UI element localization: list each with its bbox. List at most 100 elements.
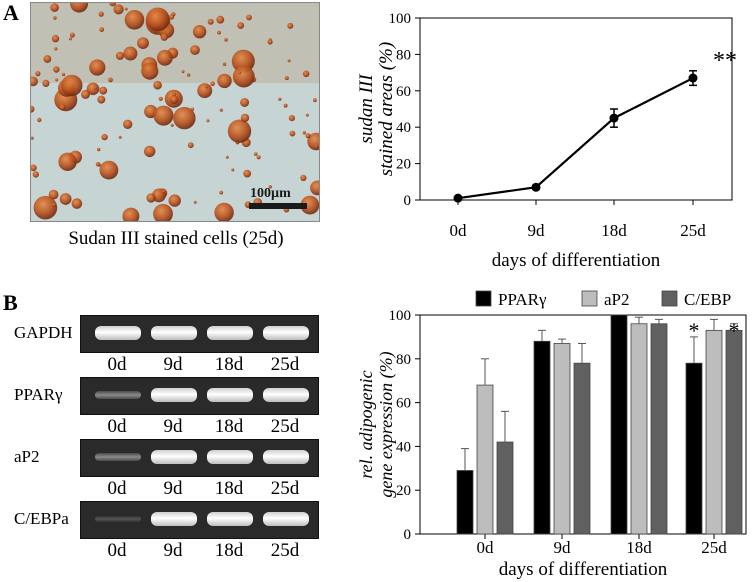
lipid-droplet (268, 185, 272, 189)
lipid-droplet (287, 59, 291, 63)
gel-band (207, 450, 253, 464)
lipid-droplet (224, 38, 228, 42)
significance-marker: * (729, 318, 740, 343)
lane-label: 25d (270, 416, 300, 437)
lipid-droplet (289, 130, 296, 137)
lipid-droplet (97, 95, 106, 104)
gel-band (151, 388, 197, 402)
lipid-droplet (98, 11, 104, 17)
lipid-droplet (227, 119, 252, 143)
lipid-droplet (222, 62, 227, 66)
panel-label-b: B (3, 290, 18, 315)
lipid-droplet (219, 108, 223, 112)
lane-label: 0d (107, 478, 127, 499)
lipid-droplet (53, 16, 57, 20)
x-tick-label: 0d (477, 538, 495, 557)
gel-band (207, 512, 253, 526)
x-axis-label: days of differentiation (499, 559, 668, 580)
lipid-droplet (122, 207, 140, 221)
lipid-droplet (89, 59, 106, 76)
lipid-droplet (54, 47, 58, 51)
gene-label: PPARγ (14, 385, 63, 404)
lipid-droplet (95, 162, 101, 167)
gel-band (263, 326, 309, 340)
lipid-droplet (31, 164, 37, 172)
y-tick-label: 80 (396, 47, 411, 63)
lipid-droplet (300, 195, 319, 215)
lipid-droplet (153, 203, 173, 221)
x-axis-label: days of differentiation (492, 250, 661, 271)
lipid-droplet (124, 9, 145, 30)
bar (705, 329, 723, 535)
legend-label: C/EBP (684, 290, 731, 309)
gel-band (95, 326, 141, 340)
lipid-droplet (99, 160, 119, 180)
gel-band (263, 450, 309, 464)
lane-label: 0d (107, 416, 127, 437)
lipid-droplet (170, 123, 174, 127)
lipid-droplet (50, 3, 59, 12)
lipid-droplet (232, 65, 255, 88)
micrograph-caption: Sudan III stained cells (25d) (68, 228, 284, 249)
y-tick-label: 60 (396, 396, 411, 412)
bar (533, 340, 551, 535)
legend-swatch (475, 290, 492, 307)
data-point (531, 182, 541, 192)
lipid-droplet (31, 136, 34, 140)
lipid-droplet (93, 86, 97, 90)
lipid-droplet (137, 37, 149, 49)
lipid-droplet (31, 105, 35, 113)
lipid-droplet (219, 190, 224, 195)
bar (685, 362, 703, 535)
bar (476, 384, 494, 535)
y-tick-label: 100 (389, 308, 412, 324)
lipid-droplet (59, 193, 72, 205)
lipid-droplet (206, 119, 210, 123)
lipid-droplet (256, 155, 261, 160)
lipid-droplet (190, 45, 200, 55)
lane-label: 25d (270, 478, 300, 499)
lipid-droplet (240, 98, 250, 107)
lipid-droplet (284, 76, 289, 81)
lipid-droplet (169, 14, 175, 20)
y-tick-label: 60 (396, 84, 411, 100)
panel-label-a: A (3, 0, 19, 25)
lipid-droplet (302, 70, 310, 78)
lipid-droplet (115, 51, 125, 61)
y-tick-label: 40 (396, 439, 411, 455)
gene-label: GAPDH (14, 323, 73, 342)
plot-frame (419, 17, 733, 201)
gel-band (151, 326, 197, 340)
lane-label: 9d (163, 478, 183, 499)
x-tick-label: 0d (450, 221, 468, 240)
lipid-droplet (51, 34, 60, 43)
lipid-droplet (169, 95, 179, 104)
bar (650, 323, 668, 535)
lipid-droplet (314, 144, 318, 149)
gene-label: C/EBPa (14, 509, 69, 528)
lipid-droplet (97, 147, 101, 152)
lipid-droplet (162, 190, 166, 194)
lipid-droplet (101, 133, 108, 141)
lipid-droplet (51, 202, 56, 207)
y-tick-label: 80 (396, 352, 411, 368)
significance-marker: ** (713, 48, 737, 74)
bar (725, 329, 743, 535)
x-tick-label: 9d (554, 538, 572, 557)
gel-band (263, 388, 309, 402)
lipid-droplet (118, 135, 122, 139)
lipid-droplet (287, 22, 294, 29)
lipid-droplet (181, 70, 185, 74)
lipid-droplet (71, 198, 83, 209)
y-tick-label: 100 (389, 11, 412, 27)
y-axis-label-line1: rel. adipogenic (356, 370, 376, 478)
lipid-droplet (302, 131, 306, 135)
lipid-droplet (186, 73, 191, 77)
lipid-droplet (210, 81, 215, 87)
lipid-droplet (207, 18, 214, 25)
x-tick-label: 18d (601, 221, 627, 240)
x-tick-label: 25d (701, 538, 727, 557)
lipid-droplet (35, 71, 41, 77)
gel-row (80, 439, 319, 477)
lipid-droplet (187, 142, 194, 149)
